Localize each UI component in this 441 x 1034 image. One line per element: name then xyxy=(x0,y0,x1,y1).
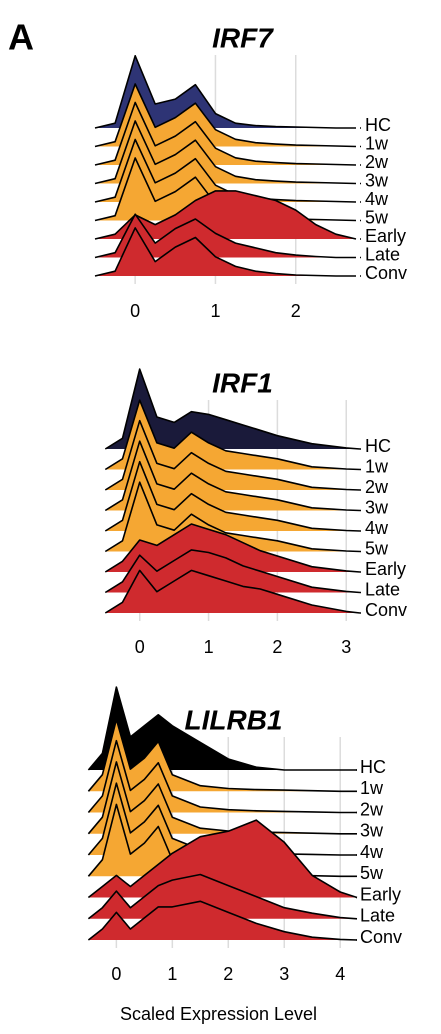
ridge-line xyxy=(104,368,361,450)
panel-label: A xyxy=(8,17,34,58)
ridge-fill xyxy=(105,441,360,511)
ridge-line xyxy=(94,55,356,129)
ridge-label: HC xyxy=(365,115,391,135)
x-tick-label: 1 xyxy=(204,637,214,657)
ridge-fill xyxy=(105,461,360,531)
ridge-fill xyxy=(105,369,360,449)
panel-title: LILRB1 xyxy=(185,704,283,735)
ridge-label: 4w xyxy=(365,518,389,538)
ridge-fill xyxy=(88,820,358,898)
ridge-label: Early xyxy=(365,226,406,246)
ridge-line xyxy=(104,419,361,491)
ridge-line xyxy=(87,718,357,793)
x-tick-label: 2 xyxy=(291,301,301,321)
ridge-line xyxy=(94,227,356,277)
ridge-fill xyxy=(105,570,360,613)
ridge-fill xyxy=(105,400,360,470)
x-tick-label: 1 xyxy=(167,964,177,984)
ridge-fill xyxy=(95,55,356,128)
ridge-label: Conv xyxy=(365,600,407,620)
ridge-line xyxy=(94,101,357,166)
x-tick-label: 0 xyxy=(111,964,121,984)
x-tick-label: 3 xyxy=(341,637,351,657)
ridge-line xyxy=(87,819,358,899)
ridge-line xyxy=(94,83,357,148)
ridge-fill xyxy=(105,549,360,593)
ridge-label: Early xyxy=(360,884,401,904)
ridge-label: 2w xyxy=(365,152,389,172)
ridge-label: Conv xyxy=(360,927,402,947)
ridge-label: 5w xyxy=(365,538,389,558)
ridge-label: 4w xyxy=(360,842,384,862)
ridge-label: HC xyxy=(365,436,391,456)
x-tick-label: 0 xyxy=(135,637,145,657)
ridge-line xyxy=(87,739,357,814)
ridge-line xyxy=(104,569,361,614)
x-axis-title: Scaled Expression Level xyxy=(120,1004,317,1024)
ridge-label: Late xyxy=(365,579,400,599)
ridge-fill xyxy=(95,121,356,184)
ridge-line xyxy=(104,523,361,573)
panel-title: IRF1 xyxy=(212,367,273,398)
ridge-line xyxy=(94,138,357,203)
ridge-line xyxy=(87,782,357,856)
ridge-fill xyxy=(95,158,356,221)
ridge-label: HC xyxy=(360,757,386,777)
ridge-fill xyxy=(95,84,356,147)
ridge-line xyxy=(104,399,361,471)
ridge-label: Conv xyxy=(365,263,407,283)
ridge-fill xyxy=(105,524,360,572)
ridge-fill xyxy=(95,227,356,276)
ridge-line xyxy=(87,873,358,920)
x-tick-label: 2 xyxy=(223,964,233,984)
ridge-label: 2w xyxy=(365,477,389,497)
ridge-label: 1w xyxy=(360,778,384,798)
ridge-fill xyxy=(95,214,356,258)
x-tick-label: 4 xyxy=(335,964,345,984)
ridge-label: Late xyxy=(365,244,400,264)
ridge-line xyxy=(94,190,357,240)
ridge-label: 2w xyxy=(360,799,384,819)
ridge-fill xyxy=(88,804,358,877)
ridge-line xyxy=(104,440,361,512)
x-tick-label: 0 xyxy=(130,301,140,321)
ridge-fill xyxy=(105,420,360,490)
x-tick-label: 3 xyxy=(279,964,289,984)
ridge-fill xyxy=(88,901,358,940)
panel-title: IRF7 xyxy=(212,22,274,53)
ridge-label: Late xyxy=(360,906,395,926)
ridge-line xyxy=(104,481,361,553)
ridge-line xyxy=(104,549,361,594)
ridge-line xyxy=(87,686,357,771)
ridge-fill xyxy=(95,190,356,239)
ridge-label: 3w xyxy=(360,821,384,841)
ridge-label: 5w xyxy=(360,863,384,883)
ridge-line xyxy=(94,120,357,185)
ridge-line xyxy=(104,460,361,532)
ridge-fill xyxy=(88,874,358,919)
ridge-label: 5w xyxy=(365,207,389,227)
ridge-label: 1w xyxy=(365,133,389,153)
ridge-line xyxy=(87,761,357,835)
ridge-fill xyxy=(95,139,356,202)
ridge-label: 3w xyxy=(365,170,389,190)
ridge-line xyxy=(94,213,356,259)
ridge-label: Early xyxy=(365,559,406,579)
ridge-label: 4w xyxy=(365,189,389,209)
ridge-line xyxy=(87,900,358,941)
ridge-fill xyxy=(95,102,356,165)
ridge-label: 1w xyxy=(365,456,389,476)
x-tick-label: 1 xyxy=(210,301,220,321)
ridge-label: 3w xyxy=(365,497,389,517)
ridge-fill xyxy=(105,482,360,552)
x-tick-label: 2 xyxy=(272,637,282,657)
